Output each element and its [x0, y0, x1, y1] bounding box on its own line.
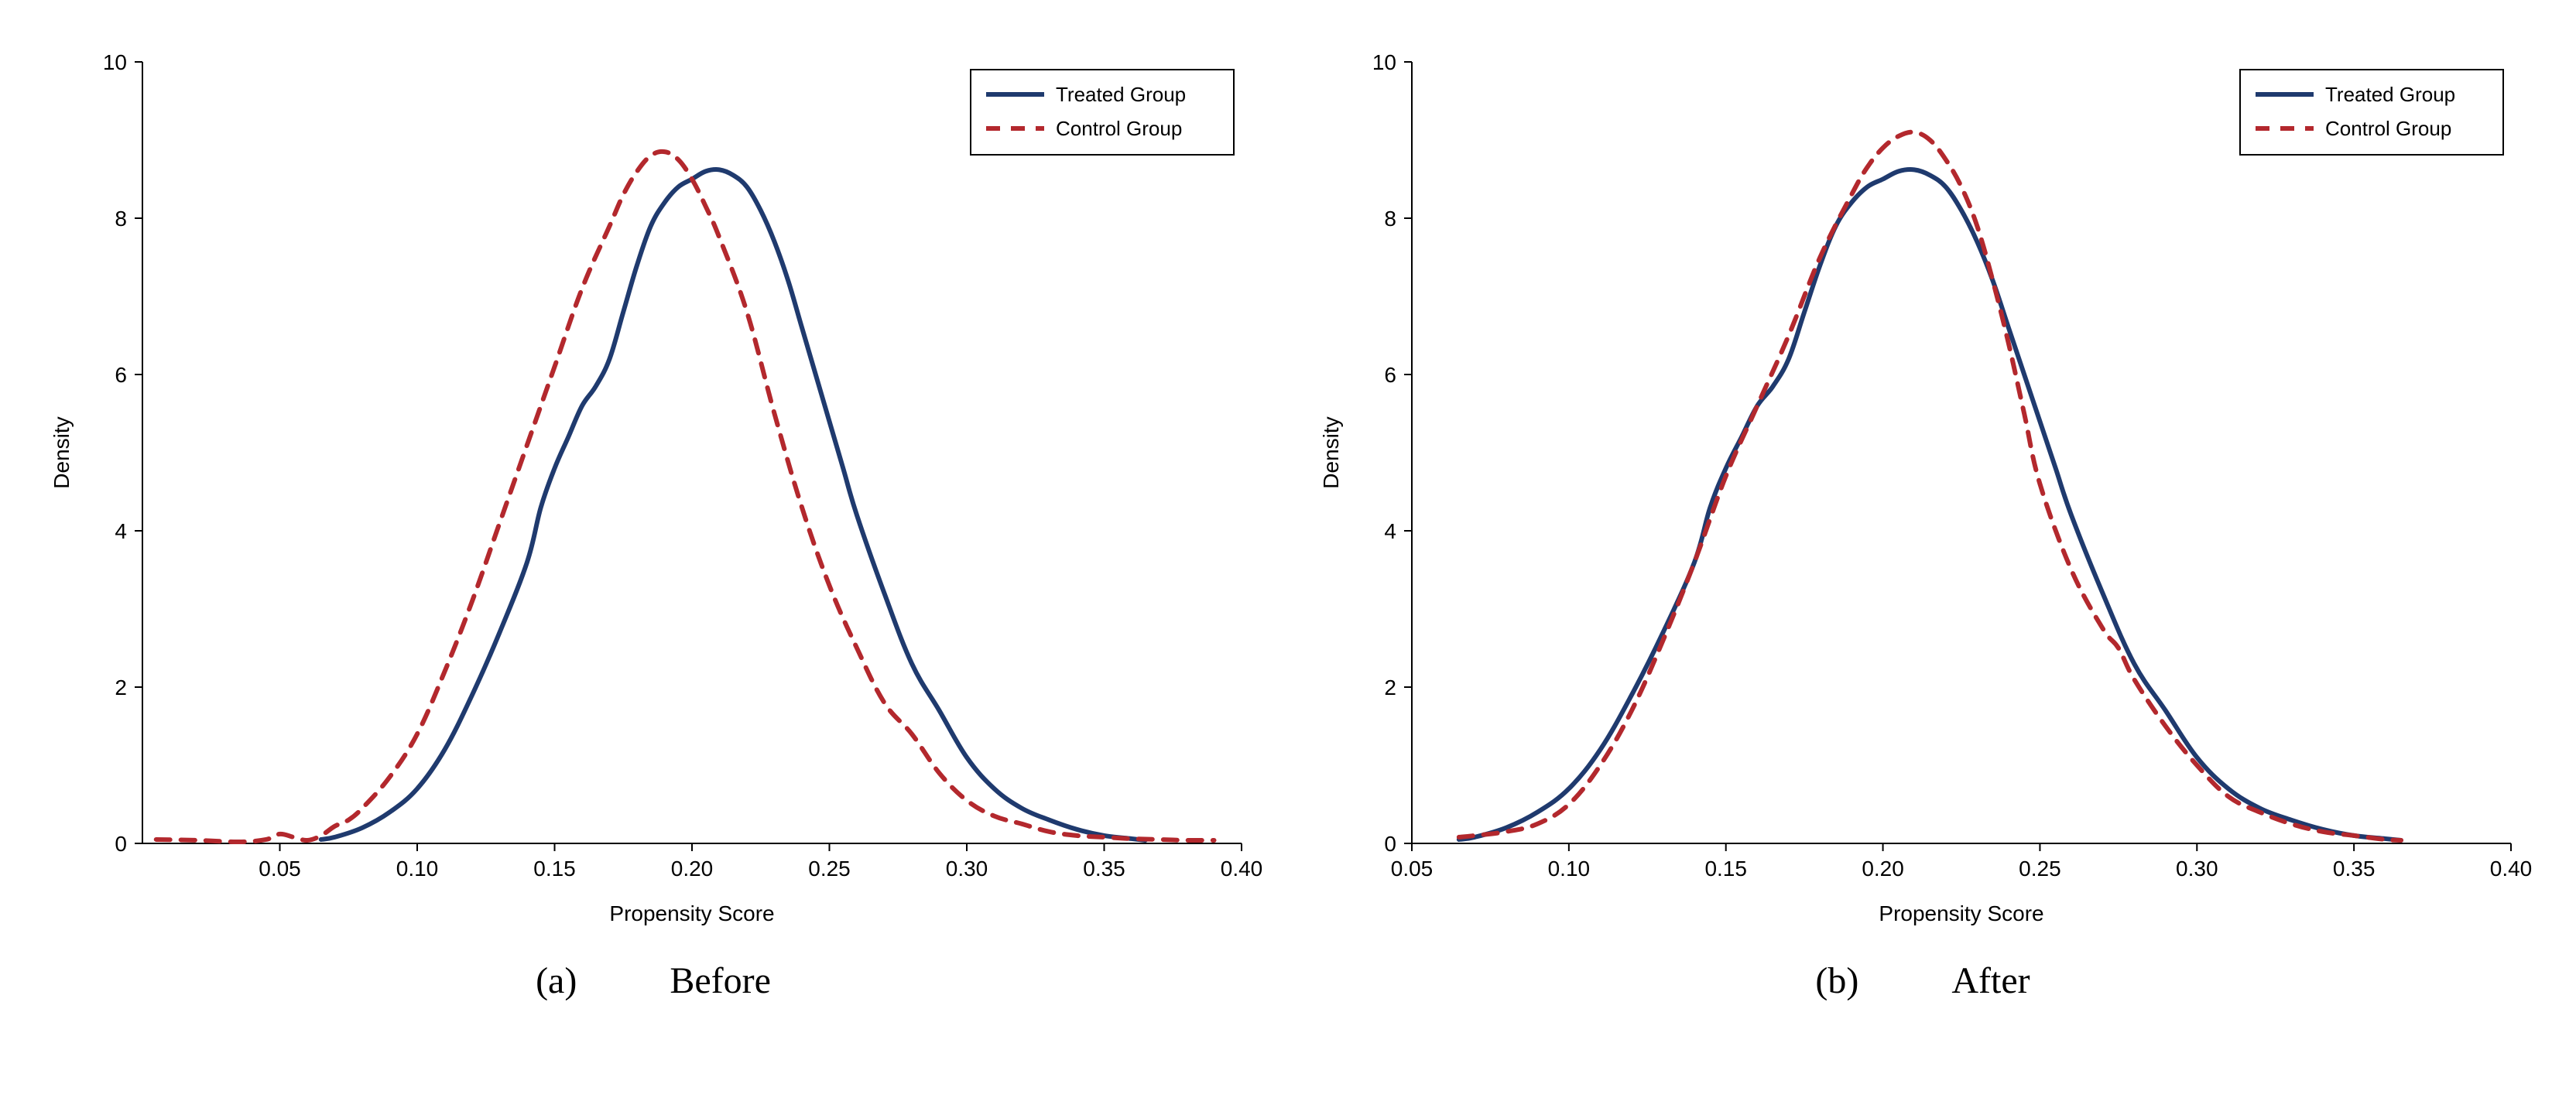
svg-text:10: 10	[1372, 50, 1396, 74]
svg-text:4: 4	[115, 519, 127, 543]
caption-a: (a) Before	[536, 959, 771, 1002]
series-control	[1459, 132, 2401, 840]
svg-text:0.10: 0.10	[396, 857, 439, 881]
svg-text:Density: Density	[1319, 416, 1343, 488]
svg-text:6: 6	[1384, 363, 1396, 387]
svg-text:Control Group: Control Group	[2325, 117, 2451, 140]
panel-b: 0 2 4 6 8 10 0.05 0.10 0.15 0.20 0.25 0.30 0.35 0.40 P…	[1303, 15, 2542, 1002]
svg-text:0.35: 0.35	[2333, 857, 2376, 881]
panel-a: 0 2 4 6 8 10 0.05 0.10 0.15 0.20 0.25 0.30 0.35 0.40 P…	[34, 15, 1273, 1002]
svg-text:0.10: 0.10	[1548, 857, 1591, 881]
svg-text:Treated Group: Treated Group	[1056, 83, 1186, 106]
caption-a-id: (a)	[536, 959, 577, 1002]
svg-text:0.30: 0.30	[946, 857, 988, 881]
caption-b: (b) After	[1815, 959, 2030, 1002]
svg-text:0.35: 0.35	[1083, 857, 1125, 881]
series-control	[156, 152, 1214, 842]
svg-text:2: 2	[1384, 675, 1396, 699]
svg-text:0: 0	[1384, 832, 1396, 856]
svg-text:0.40: 0.40	[2490, 857, 2533, 881]
svg-text:Density: Density	[50, 416, 74, 488]
figure-container: 0 2 4 6 8 10 0.05 0.10 0.15 0.20 0.25 0.30 0.35 0.40 P…	[15, 15, 2561, 1002]
caption-a-text: Before	[670, 959, 771, 1002]
svg-text:Treated Group: Treated Group	[2325, 83, 2455, 106]
svg-text:10: 10	[103, 50, 127, 74]
caption-b-text: After	[1951, 959, 2030, 1002]
svg-text:2: 2	[115, 675, 127, 699]
caption-b-id: (b)	[1815, 959, 1858, 1002]
svg-text:0.40: 0.40	[1221, 857, 1263, 881]
svg-text:0.25: 0.25	[2019, 857, 2061, 881]
chart-b: 0 2 4 6 8 10 0.05 0.10 0.15 0.20 0.25 0.30 0.35 0.40 P…	[1303, 15, 2542, 944]
svg-text:0.20: 0.20	[671, 857, 714, 881]
chart-a: 0 2 4 6 8 10 0.05 0.10 0.15 0.20 0.25 0.30 0.35 0.40 P…	[34, 15, 1273, 944]
svg-text:0.15: 0.15	[533, 857, 576, 881]
svg-text:8: 8	[1384, 207, 1396, 231]
svg-text:0.20: 0.20	[1862, 857, 1904, 881]
svg-text:0.15: 0.15	[1704, 857, 1747, 881]
svg-text:0.05: 0.05	[1391, 857, 1434, 881]
svg-text:Propensity Score: Propensity Score	[609, 901, 774, 925]
series-treated	[1459, 169, 2401, 840]
svg-text:8: 8	[115, 207, 127, 231]
svg-text:0.30: 0.30	[2176, 857, 2218, 881]
svg-text:Control Group: Control Group	[1056, 117, 1182, 140]
svg-text:0.05: 0.05	[259, 857, 301, 881]
svg-text:0.25: 0.25	[808, 857, 851, 881]
svg-text:0: 0	[115, 832, 127, 856]
svg-text:4: 4	[1384, 519, 1396, 543]
svg-text:6: 6	[115, 363, 127, 387]
svg-text:Propensity Score: Propensity Score	[1879, 901, 2043, 925]
